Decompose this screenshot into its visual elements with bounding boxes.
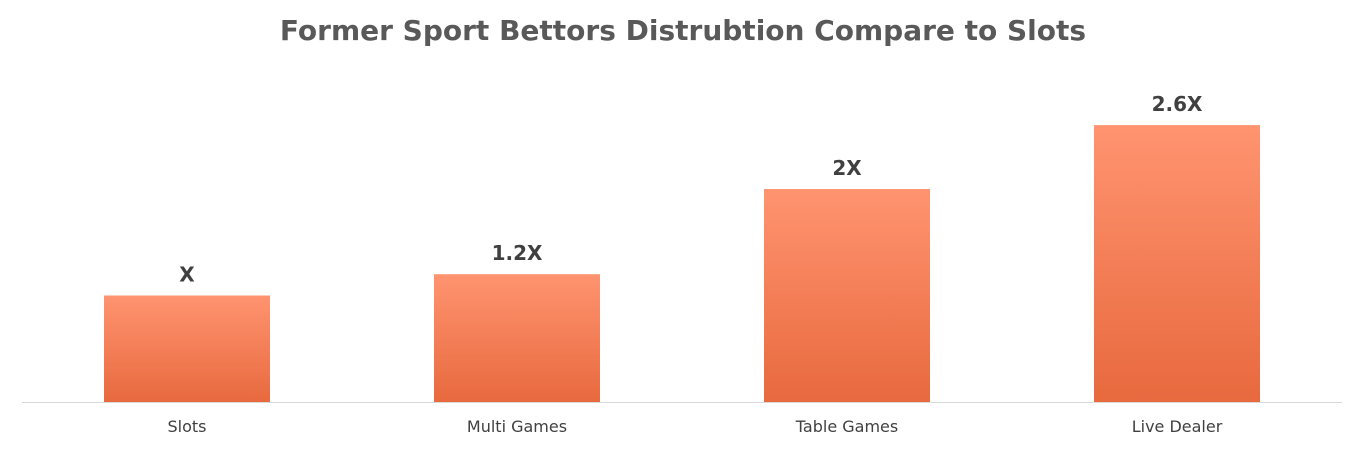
data-label-multi-games: 1.2X (492, 241, 543, 265)
bar-live-dealer (1094, 125, 1260, 402)
data-label-slots: X (179, 263, 195, 287)
data-label-live-dealer: 2.6X (1152, 92, 1203, 116)
data-label-table-games: 2X (832, 156, 862, 180)
category-label-slots: Slots (168, 417, 207, 436)
chart-title: Former Sport Bettors Distrubtion Compare… (279, 14, 1087, 47)
bar-slots (104, 295, 270, 402)
category-label-live-dealer: Live Dealer (1132, 417, 1223, 436)
category-label-multi-games: Multi Games (467, 417, 567, 436)
bar-table-games (764, 189, 930, 402)
bar-multi-games (434, 274, 600, 402)
category-label-table-games: Table Games (795, 417, 898, 436)
